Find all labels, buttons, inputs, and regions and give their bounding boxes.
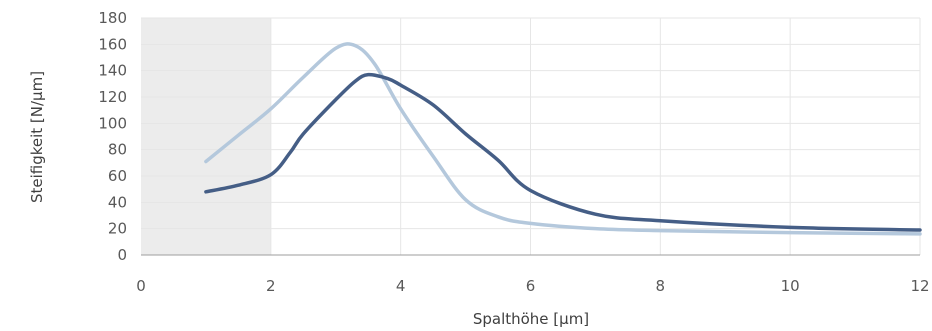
series-layer (204, 42, 922, 236)
y-tick-label: 80 (108, 141, 127, 159)
x-tick-label: 6 (526, 277, 536, 295)
y-tick-label: 180 (98, 9, 127, 27)
x-tick-label: 2 (266, 277, 276, 295)
x-tick-label: 0 (136, 277, 146, 295)
x-tick-label: 10 (781, 277, 800, 295)
x-tick-label: 12 (910, 277, 929, 295)
y-tick-label: 160 (98, 35, 127, 53)
x-axis-title: Spalthöhe [µm] (473, 310, 589, 328)
y-tick-label: 0 (117, 246, 127, 264)
series-line-2 (204, 72, 922, 232)
y-tick-label: 120 (98, 88, 127, 106)
series-line-1 (204, 42, 922, 236)
y-tick-label: 100 (98, 114, 127, 132)
highlight-region (141, 18, 271, 255)
y-tick-label: 40 (108, 193, 127, 211)
y-tick-label: 140 (98, 62, 127, 80)
x-tick-label: 8 (656, 277, 666, 295)
tick-labels: 0 20 40 60 80 100 120 140 160 180 0 2 4 6 8 10 12 (98, 9, 929, 295)
x-tick-label: 4 (396, 277, 406, 295)
y-tick-label: 60 (108, 167, 127, 185)
y-axis-title: Steifigkeit [N/µm] (28, 71, 46, 203)
y-tick-label: 20 (108, 220, 127, 238)
